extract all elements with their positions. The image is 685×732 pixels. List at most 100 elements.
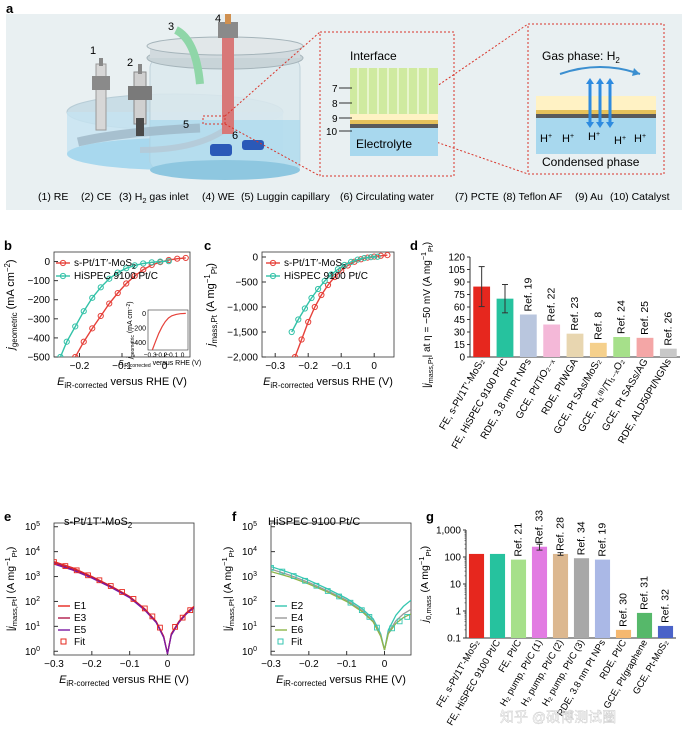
fit-marker: [290, 573, 297, 579]
bar-7: [636, 337, 654, 357]
y-tick-label: 105: [448, 265, 465, 276]
legend-circulating-water: (6) Circulating water: [340, 191, 434, 203]
data-point: [114, 269, 121, 276]
plot-frame: [261, 251, 395, 358]
fit-marker: [374, 624, 380, 631]
f-ylabel: |jmass,Pt| (A mg−1Pt): [220, 547, 236, 632]
y-tick-exponent: 1: [253, 621, 257, 628]
x-tick-label: −0.3: [44, 659, 64, 670]
inset-ylabel-main: j: [127, 357, 134, 360]
fit-marker: [336, 593, 342, 600]
legend-label: HiSPEC 9100 Pt/C: [74, 271, 158, 282]
schematic-legend: (1) RE (2) CE (3) H2 gas inlet (4) WE (5…: [38, 191, 670, 205]
legend-h2-inlet: (3) H2 gas inlet: [119, 191, 189, 205]
data-point: [341, 261, 348, 269]
b-ylabel: jgeometric (mA cm−2): [3, 259, 19, 351]
data-point: [157, 258, 164, 265]
bar-6: [613, 337, 631, 357]
y-tick-label: 101: [242, 621, 257, 633]
chart-b-geometric-current: −0.2 −0.1 00−100−200−300−400−500s-Pt/1T′-M…: [3, 251, 201, 390]
fit-marker: [85, 572, 91, 579]
ref-label: Ref. 34: [576, 521, 588, 555]
series-line-E6: [271, 570, 411, 651]
callout-7: 7: [332, 84, 338, 95]
legend-label: Fit: [74, 637, 85, 648]
b-ylabel-sup: −2: [3, 263, 12, 272]
bar-0: [468, 553, 485, 638]
y-tick-label: 100: [444, 553, 461, 564]
data-point: [89, 294, 96, 301]
legend-label: s-Pt/1T′-MoS2: [74, 258, 136, 271]
x-tick-label: −0.2: [299, 659, 319, 670]
inset-xlabel-sub: iR-corrected: [123, 363, 150, 369]
data-point: [367, 254, 374, 261]
b-ylabel-main: j: [5, 347, 17, 352]
ref-label: Ref. 23: [569, 297, 581, 331]
panel-series-label-sub: 2: [128, 521, 133, 530]
data-point: [334, 266, 341, 273]
y-tick-label: 120: [448, 253, 465, 264]
callout-9: 9: [332, 114, 338, 125]
x-tick-label: −0.2: [298, 361, 318, 372]
data-point: [123, 265, 130, 272]
y-tick-label: 102: [25, 596, 40, 608]
f-ylabel-tail: | (A mg: [222, 566, 234, 599]
inset-x-tick-label: −0.3: [144, 352, 157, 359]
f-ylabel-end: ): [222, 547, 234, 551]
callout-2: 2: [127, 57, 133, 69]
c-ylabel-tail: (A mg: [205, 283, 217, 315]
bar-1: [489, 553, 506, 638]
ref-label: Ref. 28: [555, 517, 567, 551]
data-point: [140, 266, 147, 273]
y-tick-label: 30: [454, 328, 466, 339]
series-group: [54, 559, 194, 654]
condensed-phase-label: Condensed phase: [542, 155, 640, 169]
fit-marker: [396, 618, 403, 625]
series-group: [271, 564, 411, 651]
fit-marker: [179, 614, 186, 621]
callout-1: 1: [90, 45, 96, 57]
e-ylabel-main: |j: [5, 626, 17, 632]
fit-marker: [107, 583, 114, 589]
f-xlabel: EiR-corrected versus RHE (V): [276, 674, 406, 688]
c-ylabel-sup: −1: [203, 274, 212, 284]
ref-label: Ref. 19: [597, 523, 609, 557]
bar-7: [615, 629, 632, 638]
inset-x-tick-label: −0.2: [155, 352, 168, 359]
proton-labels: H+ H+ H+ H+ H+: [540, 131, 646, 147]
panel-letter-c: c: [204, 238, 211, 253]
b-xlabel-main: E: [57, 376, 65, 388]
series-line-E5: [54, 563, 194, 654]
x-tick-label: −0.1: [112, 361, 132, 372]
watermark: 知乎 @硕博测试圈: [500, 709, 616, 725]
fit-marker: [279, 568, 286, 575]
fit-marker: [404, 614, 411, 620]
svg-text:H+: H+: [562, 133, 574, 145]
inset-ylabel: jgeometric (mA cm−2): [126, 301, 136, 359]
series-group: [288, 252, 391, 357]
d-ylabel-sub2: Pt: [426, 245, 435, 252]
fit-marker: [313, 582, 320, 589]
fit-marker: [130, 596, 137, 602]
bar-9: [657, 625, 674, 638]
y-tick-label: 0.1: [447, 634, 461, 645]
data-point: [384, 252, 391, 259]
data-point: [97, 312, 104, 320]
inset-xlabel: EiR-corrected versus RHE (V): [119, 360, 201, 369]
data-point: [374, 253, 381, 260]
y-tick-exponent: 2: [36, 596, 40, 603]
y-tick-exponent: 2: [253, 596, 257, 603]
panel-letter-g: g: [426, 509, 434, 524]
ref-label: Ref. 33: [534, 510, 546, 544]
bar-0: [473, 286, 491, 357]
ref-label: Ref. 26: [662, 312, 674, 346]
e-ylabel: |jmass,Pt| (A mg−1Pt): [3, 547, 19, 632]
bar-3: [543, 324, 561, 357]
y-tick-label: 1,000: [436, 526, 461, 537]
y-tick-label: 0: [459, 353, 465, 364]
ref-label: Ref. 32: [660, 589, 672, 623]
c-ylabel-main: j: [205, 343, 217, 348]
y-tick-label: 105: [242, 521, 257, 533]
